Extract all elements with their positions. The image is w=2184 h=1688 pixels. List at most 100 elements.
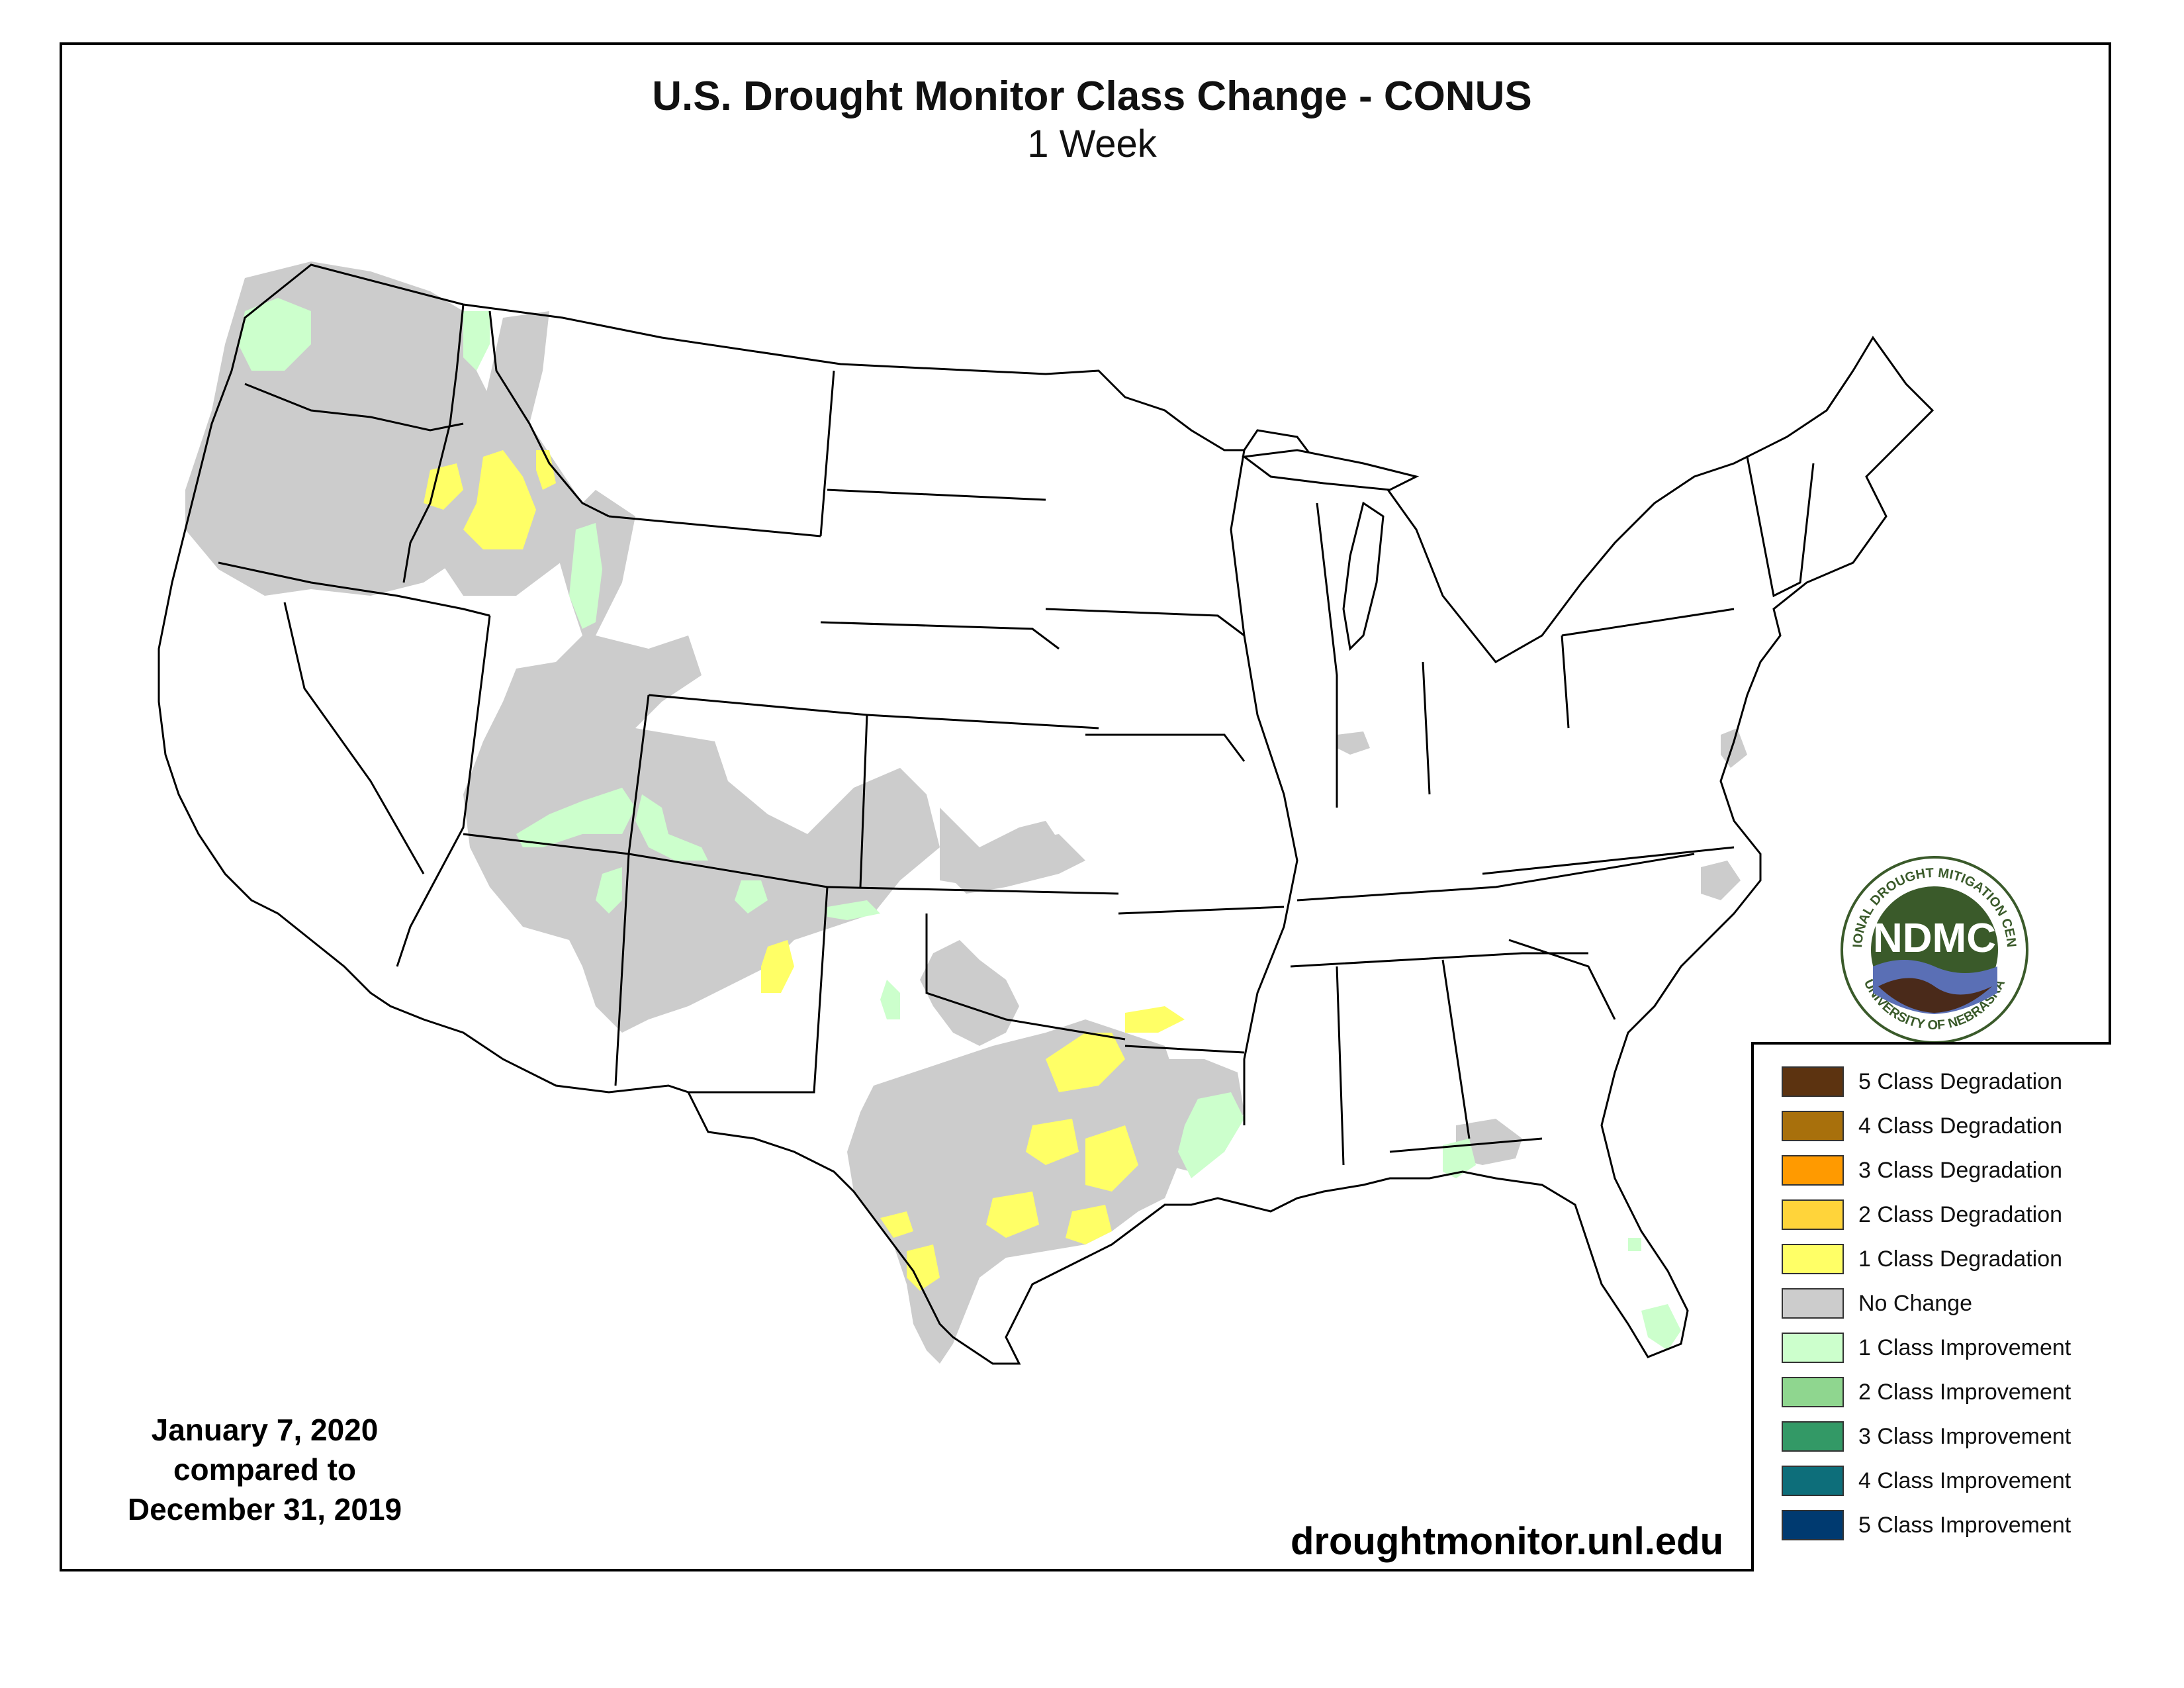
improvement-area-florida xyxy=(1443,1139,1476,1178)
date-line-current: January 7, 2020 xyxy=(151,1413,379,1447)
logo-center-text: NDMC xyxy=(1873,915,1996,961)
border-new-england xyxy=(1746,456,1815,598)
border-nv-ut xyxy=(396,615,491,967)
border-id xyxy=(402,304,465,583)
border-ar-la xyxy=(1124,1045,1245,1054)
border-ia-mo xyxy=(1085,733,1246,762)
degradation-area-texas-north xyxy=(1046,1033,1125,1092)
improvement-area-florida-south xyxy=(1641,1304,1681,1350)
improvement-area-nm xyxy=(827,900,880,920)
legend-item: 3 Class Improvement xyxy=(1782,1420,2071,1453)
border-nm-tx xyxy=(688,886,829,1094)
no-change-area-oklahoma xyxy=(920,940,1019,1046)
lake-superior xyxy=(1242,449,1420,491)
legend-label: 2 Class Improvement xyxy=(1858,1379,2071,1405)
improvement-area-idaho xyxy=(569,523,602,629)
legend-label: No Change xyxy=(1858,1290,1973,1316)
border-mt-wy xyxy=(608,515,821,538)
degradation-area-idaho xyxy=(463,450,536,549)
legend-swatch xyxy=(1782,1421,1844,1452)
degradation-area-texas-east xyxy=(1085,1125,1138,1192)
degradation-area-nm xyxy=(761,940,794,993)
border-ok-tx xyxy=(925,914,1126,1041)
border-oh-pa xyxy=(1561,635,1570,729)
degradation-area-texas-coast xyxy=(1066,1205,1112,1244)
improvement-area-four-corners xyxy=(596,867,622,914)
legend-item: 4 Class Improvement xyxy=(1782,1464,2071,1497)
border-mo-ar xyxy=(1118,906,1285,915)
improvement-area-utah xyxy=(516,788,635,847)
degradation-area-texas-central xyxy=(1026,1119,1079,1165)
legend-item: 4 Class Degradation xyxy=(1782,1109,2062,1143)
border-mn-ia xyxy=(1045,608,1245,637)
legend-swatch xyxy=(1782,1155,1844,1186)
no-change-area-carolina xyxy=(1701,861,1741,900)
change-areas xyxy=(185,261,1747,1364)
border-or-ca xyxy=(218,561,490,617)
legend-item: 5 Class Improvement xyxy=(1782,1509,2071,1542)
legend-swatch xyxy=(1782,1244,1844,1274)
border-in-oh xyxy=(1422,661,1431,795)
legend-swatch xyxy=(1782,1466,1844,1496)
no-change-area-kansas-east xyxy=(946,834,1085,894)
legend-label: 5 Class Improvement xyxy=(1858,1512,2071,1538)
date-line-compared: compared to xyxy=(173,1452,357,1487)
legend-swatch xyxy=(1782,1199,1844,1230)
border-al-ga xyxy=(1441,959,1471,1139)
border-carolinas xyxy=(1508,939,1616,1020)
degradation-area-idaho-east xyxy=(536,450,556,490)
border-wa-or xyxy=(244,383,464,432)
date-block: January 7, 2020 compared to December 31,… xyxy=(99,1410,430,1529)
border-ga-fl xyxy=(1389,1137,1543,1153)
legend-item: 1 Class Improvement xyxy=(1782,1331,2071,1364)
improvement-area-montana-north xyxy=(463,311,490,371)
border-ms-al xyxy=(1336,966,1345,1166)
border-ks-ok xyxy=(827,886,1119,895)
legend-item: 2 Class Degradation xyxy=(1782,1198,2062,1231)
legend-label: 4 Class Degradation xyxy=(1858,1113,2063,1139)
legend-item: 3 Class Degradation xyxy=(1782,1154,2062,1187)
degradation-area-texas-hill xyxy=(880,1211,913,1238)
improvement-area-texas-west xyxy=(880,980,900,1019)
border-wy-co xyxy=(648,694,868,716)
border-ky-tn xyxy=(1297,853,1695,902)
border-tn-south xyxy=(1290,952,1588,968)
degradation-area-texas-southwest xyxy=(907,1244,940,1291)
no-change-area-indiana xyxy=(1337,731,1370,755)
border-ca-nv xyxy=(283,602,425,874)
border-va-nc xyxy=(1482,846,1735,875)
border-id-mt xyxy=(488,310,610,518)
degradation-area-texas-northeast xyxy=(1125,1006,1185,1033)
great-lakes xyxy=(1242,449,1420,651)
legend-swatch xyxy=(1782,1377,1844,1407)
border-pa-ny xyxy=(1561,608,1735,637)
legend-label: 2 Class Degradation xyxy=(1858,1201,2063,1227)
legend-swatch xyxy=(1782,1510,1844,1540)
legend-item: 5 Class Degradation xyxy=(1782,1065,2062,1098)
map-subtitle: 1 Week xyxy=(1027,122,1157,165)
legend-label: 1 Class Improvement xyxy=(1858,1335,2071,1360)
legend-item: No Change xyxy=(1782,1287,1972,1320)
border-sd-ne xyxy=(820,621,1060,650)
date-line-previous: December 31, 2019 xyxy=(127,1492,402,1526)
degradation-area-idaho-west xyxy=(424,463,463,510)
ndmc-logo: NATIONAL DROUGHT MITIGATION CENTER UNIVE… xyxy=(1839,854,2028,1044)
improvement-area-louisiana xyxy=(1178,1092,1244,1178)
improvement-area-wyoming xyxy=(635,794,708,861)
website-link[interactable]: droughtmonitor.unl.edu xyxy=(1291,1520,1724,1563)
degradation-area-texas-south xyxy=(986,1192,1039,1238)
border-four-corners xyxy=(463,833,828,888)
improvement-area-washington xyxy=(238,298,311,371)
map-title: U.S. Drought Monitor Class Change - CONU… xyxy=(652,73,1532,119)
legend-swatch xyxy=(1782,1288,1844,1319)
border-nd-sd xyxy=(827,489,1046,501)
legend-label: 4 Class Improvement xyxy=(1858,1468,2071,1493)
no-change-area-delmarva xyxy=(1721,728,1747,768)
legend-label: 3 Class Improvement xyxy=(1858,1423,2071,1449)
improvement-area-colorado xyxy=(735,880,768,914)
legend-swatch xyxy=(1782,1111,1844,1141)
border-dakotas xyxy=(819,370,835,537)
conus-outline xyxy=(158,263,1934,1365)
legend-swatch xyxy=(1782,1333,1844,1363)
